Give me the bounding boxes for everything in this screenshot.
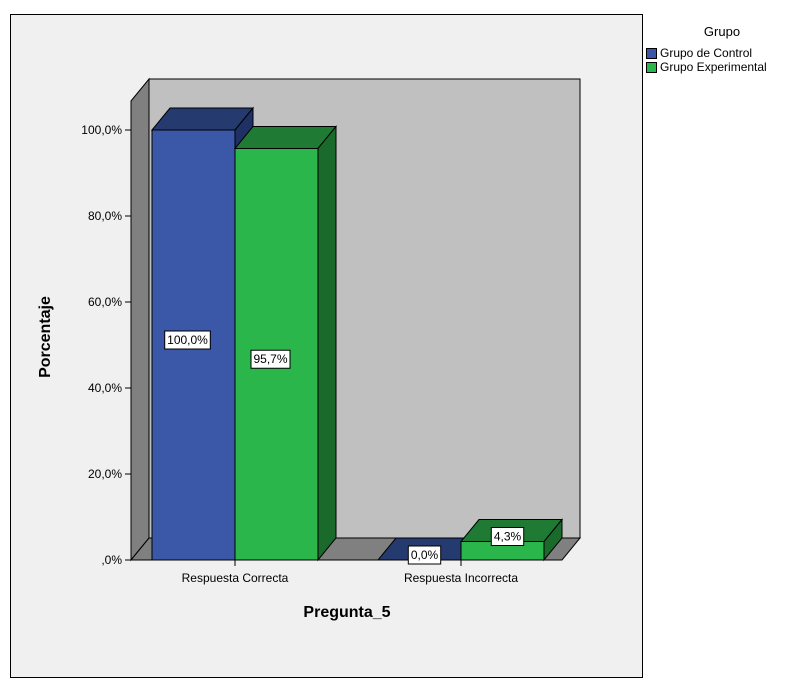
y-axis-title: Porcentaje	[37, 296, 54, 378]
y-tick-label: 60,0%	[88, 295, 122, 309]
data-labels: 100,0% 95,7% 0,0% 4,3%	[164, 330, 525, 565]
bar-side	[317, 125, 337, 562]
y-tick-label: 100,0%	[81, 123, 122, 137]
legend-item-grupo-de-control: Grupo de Control	[646, 46, 790, 60]
legend: Grupo Grupo de Control Grupo Experimenta…	[646, 24, 790, 74]
x-axis-title: Pregunta_5	[303, 604, 390, 621]
data-label-box	[407, 545, 442, 565]
bar-side	[543, 518, 563, 562]
data-label-text: 0,0%	[411, 548, 439, 562]
data-label-box	[490, 527, 525, 547]
data-label-box	[250, 349, 291, 369]
y-tick-label: 40,0%	[88, 381, 122, 395]
legend-label-experimental: Grupo Experimental	[660, 60, 767, 74]
legend-title: Grupo	[703, 24, 741, 39]
data-label-text: 95,7%	[253, 352, 287, 366]
bar	[233, 125, 338, 562]
y-tick-label: 80,0%	[88, 209, 122, 223]
data-label: 4,3%	[490, 527, 525, 547]
y-tick-label: ,0%	[101, 553, 122, 567]
legend-item-grupo-experimental: Grupo Experimental	[646, 60, 790, 74]
x-tick-label: Respuesta Correcta	[182, 571, 289, 585]
legend-swatch-experimental	[646, 61, 657, 73]
data-label: 95,7%	[250, 349, 291, 369]
side-wall	[130, 77, 150, 562]
y-tick-label: 20,0%	[88, 467, 122, 481]
data-label-text: 100,0%	[167, 333, 208, 347]
legend-label-control: Grupo de Control	[660, 46, 753, 60]
data-label-box	[164, 330, 211, 350]
data-label-text: 4,3%	[494, 530, 522, 544]
data-label: 0,0%	[407, 545, 442, 565]
legend-swatch-control	[646, 47, 657, 59]
x-tick-label: Respuesta Incorrecta	[404, 571, 518, 585]
data-label: 100,0%	[164, 330, 211, 350]
